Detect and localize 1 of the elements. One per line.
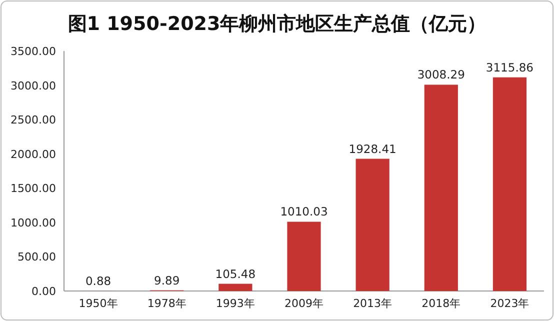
title: 图1 1950-2023年柳州市地区生产总值（亿元） [68, 13, 486, 35]
